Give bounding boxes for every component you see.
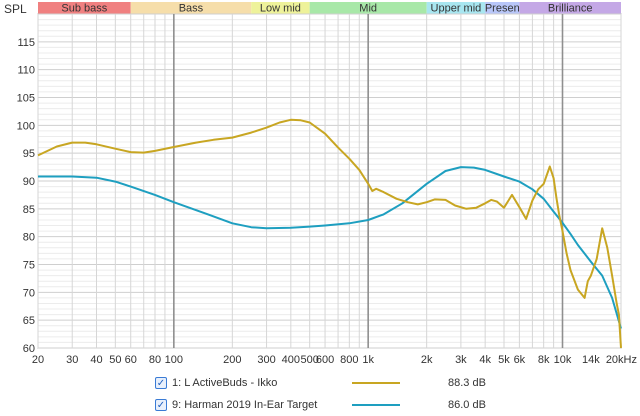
axis-ticks: 60 65 70 75 80 85 90 95 100 105 110 115 20 30 40 50 60 80… (17, 37, 637, 366)
band-sub-bass (38, 2, 131, 14)
band-low-mid (251, 2, 310, 14)
band-label: Mid (359, 3, 377, 15)
y-tick-label: 90 (23, 176, 35, 188)
y-tick-label: 60 (23, 343, 35, 355)
x-tick-label: 5k (498, 354, 510, 366)
band-brilliance (519, 2, 621, 14)
series-line (38, 166, 622, 329)
x-tick-label: 6k (514, 354, 526, 366)
chart-grid (37, 13, 622, 349)
band-label: Brilliance (548, 3, 593, 15)
band-label: Bass (179, 3, 204, 15)
x-tick-label: 400 (282, 354, 300, 366)
x-tick-label: 20 (32, 354, 44, 366)
legend-label: 9: Harman 2019 In-Ear Target (172, 399, 318, 411)
x-tick-label: 1k (362, 354, 374, 366)
y-tick-label: 65 (23, 315, 35, 327)
y-tick-label: 110 (17, 65, 35, 77)
x-tick-label: 8k (538, 354, 550, 366)
x-tick-label: 60 (125, 354, 137, 366)
x-tick-label: 30 (66, 354, 78, 366)
x-tick-label: 10k (554, 354, 572, 366)
x-tick-label: 800 (340, 354, 358, 366)
y-tick-label: 75 (23, 260, 35, 272)
band-label: Presen (485, 3, 520, 15)
legend-swatch (352, 404, 400, 406)
x-tick-label: 50 (109, 354, 121, 366)
y-tick-label: 105 (17, 93, 35, 105)
band-upper-mid (426, 2, 486, 14)
x-tick-label: 2k (421, 354, 433, 366)
y-tick-label: 80 (23, 232, 35, 244)
y-tick-label: 100 (17, 120, 35, 132)
legend-label: 1: L ActiveBuds - Ikko (172, 377, 278, 389)
band-presen (485, 2, 520, 14)
band-bass (130, 2, 252, 14)
band-label: Upper mid (431, 3, 482, 15)
band-label: Sub bass (61, 3, 107, 15)
x-tick-label: 300 (257, 354, 275, 366)
frequency-bands: Sub bass Bass Low mid Mid Upper mid Presen Bri… (38, 2, 621, 15)
x-tick-label: 14k (582, 354, 600, 366)
y-axis-label: SPL (4, 2, 27, 16)
series-line (37, 118, 622, 349)
legend-value: 86.0 dB (448, 399, 486, 411)
y-tick-label: 95 (23, 148, 35, 160)
x-tick-label: 200 (223, 354, 241, 366)
y-tick-label: 70 (23, 287, 35, 299)
checkbox-icon[interactable]: ✓ (155, 399, 167, 411)
x-tick-label: 3k (455, 354, 467, 366)
x-tick-label: 80 (149, 354, 161, 366)
x-tick-label: 20kHz (606, 354, 637, 366)
chart-series (37, 118, 622, 349)
x-tick-label: 600 (316, 354, 334, 366)
legend-swatch (352, 382, 400, 384)
x-tick-label: 4k (479, 354, 491, 366)
band-label: Low mid (260, 3, 301, 15)
legend-item-series-1[interactable]: ✓ 1: L ActiveBuds - Ikko 88.3 dB (155, 375, 605, 391)
legend-value: 88.3 dB (448, 377, 486, 389)
x-tick-label: 500 (300, 354, 318, 366)
y-tick-label: 115 (17, 37, 35, 49)
x-tick-label: 40 (90, 354, 102, 366)
band-mid (309, 2, 427, 14)
x-tick-label: 100 (165, 354, 183, 366)
legend-item-series-9[interactable]: ✓ 9: Harman 2019 In-Ear Target 86.0 dB (155, 397, 605, 413)
checkbox-icon[interactable]: ✓ (155, 377, 167, 389)
y-tick-label: 85 (23, 204, 35, 216)
